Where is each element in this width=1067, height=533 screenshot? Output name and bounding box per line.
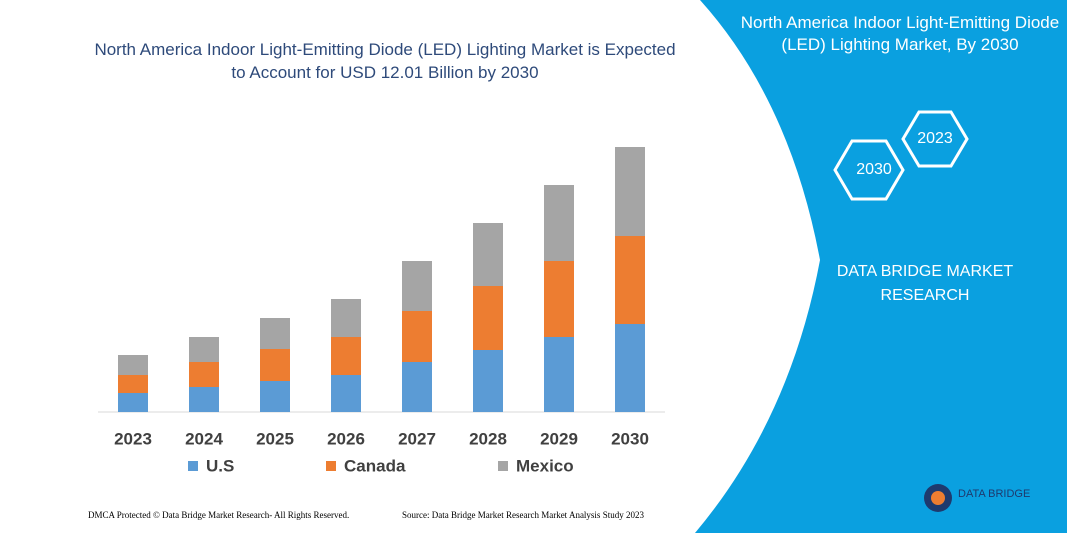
side-panel bbox=[695, 0, 1067, 533]
bar-segment bbox=[402, 261, 432, 311]
bar-segment bbox=[118, 393, 148, 412]
bar-segment bbox=[615, 147, 645, 236]
x-tick-label: 2030 bbox=[611, 429, 649, 448]
bar-segment bbox=[260, 381, 290, 412]
x-tick-label: 2029 bbox=[540, 429, 578, 448]
legend-swatch bbox=[498, 461, 508, 471]
hexagon-label: 2023 bbox=[917, 130, 953, 147]
panel-title: North America Indoor Light-Emitting Diod… bbox=[740, 13, 1060, 54]
bar-segment bbox=[544, 261, 574, 337]
footer-left: DMCA Protected © Data Bridge Market Rese… bbox=[88, 510, 349, 520]
legend-swatch bbox=[326, 461, 336, 471]
x-tick-label: 2023 bbox=[114, 429, 152, 448]
legend-label: Mexico bbox=[516, 456, 574, 475]
footer-right: Source: Data Bridge Market Research Mark… bbox=[402, 510, 644, 520]
bar-segment bbox=[189, 387, 219, 412]
x-tick-label: 2028 bbox=[469, 429, 507, 448]
bar-segment bbox=[331, 375, 361, 412]
bar-segment bbox=[260, 318, 290, 349]
bar-segment bbox=[473, 223, 503, 286]
bar-segment bbox=[473, 350, 503, 412]
bar-segment bbox=[331, 299, 361, 337]
bar-segment bbox=[615, 324, 645, 412]
hexagon bbox=[901, 110, 969, 168]
x-tick-label: 2025 bbox=[256, 429, 294, 448]
bar-segment bbox=[189, 362, 219, 387]
logo-icon bbox=[931, 491, 945, 505]
bar-segment bbox=[402, 311, 432, 362]
legend-label: Canada bbox=[344, 456, 406, 475]
bar-segment bbox=[473, 286, 503, 350]
bar-segment bbox=[615, 236, 645, 324]
logo-text: DATA BRIDGE bbox=[958, 488, 1030, 500]
brand: DATA BRIDGE MARKET RESEARCH bbox=[836, 263, 1014, 304]
bar-segment bbox=[189, 337, 219, 362]
bar-segment bbox=[402, 362, 432, 412]
x-tick-label: 2027 bbox=[398, 429, 436, 448]
bar-segment bbox=[260, 349, 290, 381]
x-tick-label: 2026 bbox=[327, 429, 365, 448]
bar-segment bbox=[118, 355, 148, 375]
bar-segment bbox=[118, 375, 148, 393]
legend-label: U.S bbox=[206, 456, 234, 475]
chart-title: North America Indoor Light-Emitting Diod… bbox=[94, 40, 676, 82]
legend-swatch bbox=[188, 461, 198, 471]
bar-segment bbox=[331, 337, 361, 375]
hexagon bbox=[833, 139, 905, 201]
x-tick-label: 2024 bbox=[185, 429, 223, 448]
hexagon-label: 2030 bbox=[856, 161, 892, 178]
bar-segment bbox=[544, 185, 574, 261]
bar-segment bbox=[544, 337, 574, 412]
